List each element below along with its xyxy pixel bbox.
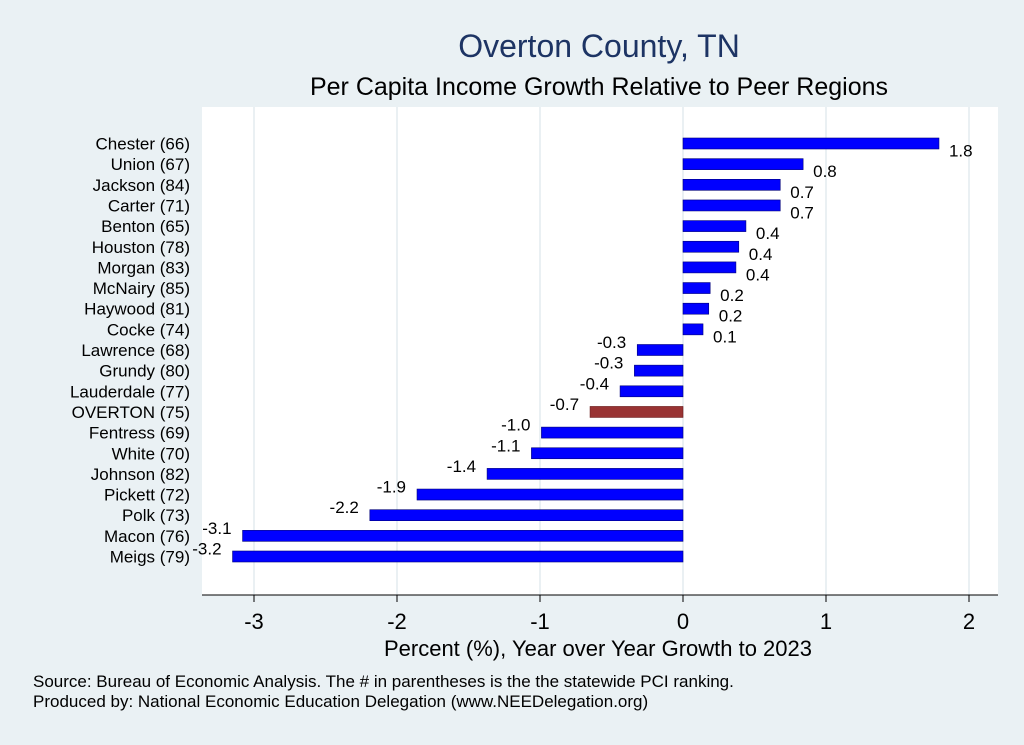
- bar: [682, 199, 781, 212]
- data-labels: 1.80.80.70.70.40.40.40.20.20.1-0.3-0.3-0…: [192, 142, 972, 559]
- category-label: Union (67): [111, 155, 190, 174]
- highlight-bar: [589, 406, 684, 418]
- bar-value-label: -1.1: [491, 436, 520, 455]
- bar-value-label: -2.2: [330, 498, 359, 517]
- source-note: Source: Bureau of Economic Analysis. The…: [33, 672, 734, 712]
- category-label: Chester (66): [96, 135, 190, 154]
- bar-value-label: 0.8: [813, 162, 837, 181]
- bars: [232, 137, 940, 563]
- x-tick-label: 1: [820, 609, 832, 634]
- category-label: Carter (71): [108, 196, 190, 215]
- category-label: Lawrence (68): [81, 341, 190, 360]
- bar: [682, 261, 737, 274]
- category-label: Fentress (69): [89, 424, 190, 443]
- category-label: Macon (76): [104, 527, 190, 546]
- bar-value-label: 0.7: [790, 183, 814, 202]
- category-label: Polk (73): [122, 506, 190, 525]
- bar: [682, 220, 747, 232]
- bar-value-label: 0.1: [713, 327, 737, 346]
- bar: [636, 344, 684, 356]
- bar: [232, 550, 684, 563]
- bar-value-label: -0.3: [597, 333, 626, 352]
- category-label: McNairy (85): [93, 279, 190, 298]
- bar: [619, 385, 684, 398]
- x-axis-label: Percent (%), Year over Year Growth to 20…: [384, 636, 812, 661]
- bar-value-label: 0.7: [790, 203, 814, 222]
- category-label: Haywood (81): [84, 300, 190, 319]
- bar-value-label: -0.3: [594, 354, 623, 373]
- bar: [242, 530, 684, 542]
- bar-value-label: 0.2: [720, 286, 744, 305]
- category-label: Meigs (79): [110, 548, 190, 567]
- category-label: Morgan (83): [97, 258, 190, 277]
- bar-value-label: 0.2: [719, 307, 743, 326]
- x-axis-ticks: -3 -2 -1 0 1 2: [244, 595, 975, 634]
- bar: [486, 468, 684, 480]
- bar-value-label: 1.8: [949, 142, 973, 161]
- bar: [682, 282, 711, 294]
- category-label: Jackson (84): [93, 176, 190, 195]
- category-label: Houston (78): [92, 238, 190, 257]
- category-label: Cocke (74): [107, 320, 190, 339]
- bar-value-label: -1.4: [447, 457, 476, 476]
- x-tick-label: 2: [963, 609, 975, 634]
- source-line: Source: Bureau of Economic Analysis. The…: [33, 672, 734, 691]
- bar: [682, 137, 940, 150]
- category-label: Grundy (80): [99, 362, 190, 381]
- bar-value-label: -0.4: [580, 374, 609, 393]
- bar: [541, 426, 684, 439]
- bar-value-label: -3.1: [202, 519, 231, 538]
- category-label: White (70): [112, 444, 190, 463]
- bar-value-label: -0.7: [550, 395, 579, 414]
- bar-value-label: -1.0: [501, 416, 530, 435]
- bar-value-label: 0.4: [746, 265, 770, 284]
- bar: [682, 240, 740, 253]
- bar: [682, 179, 781, 191]
- category-label: OVERTON (75): [72, 403, 190, 422]
- x-tick-label: -2: [387, 609, 407, 634]
- chart-subtitle: Per Capita Income Growth Relative to Pee…: [309, 73, 889, 101]
- x-tick-label: -3: [244, 609, 264, 634]
- bar: [634, 364, 684, 377]
- category-label: Johnson (82): [91, 465, 190, 484]
- x-tick-label: 0: [677, 609, 689, 634]
- category-label: Benton (65): [101, 217, 190, 236]
- bar: [369, 509, 684, 522]
- bar: [531, 447, 684, 460]
- chart-title: Overton County, TN: [458, 28, 740, 64]
- category-label: Pickett (72): [104, 486, 190, 505]
- produced-by-line: Produced by: National Economic Education…: [33, 692, 649, 711]
- category-labels: Chester (66)Union (67) Jackson (84)Carter…: [70, 135, 190, 567]
- bar-value-label: 0.4: [756, 224, 780, 243]
- bar-value-label: -1.9: [377, 478, 406, 497]
- bar-value-label: -3.2: [192, 540, 221, 559]
- bar: [682, 302, 710, 315]
- bar: [682, 323, 704, 336]
- bar-value-label: 0.4: [749, 245, 773, 264]
- bar: [682, 158, 804, 170]
- x-tick-label: -1: [530, 609, 550, 634]
- category-label: Lauderdale (77): [70, 382, 190, 401]
- bar: [416, 488, 684, 501]
